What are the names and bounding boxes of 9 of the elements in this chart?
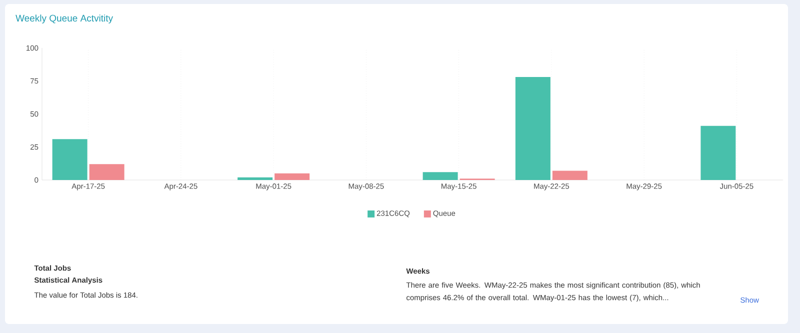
bar — [552, 170, 588, 180]
chart-title: Weekly Queue Actvitity — [16, 14, 114, 24]
bar — [52, 139, 88, 180]
bar — [700, 126, 736, 180]
bar — [238, 177, 273, 180]
bar — [515, 77, 550, 180]
bar — [422, 172, 458, 180]
bar — [89, 164, 124, 180]
bar — [274, 173, 310, 180]
